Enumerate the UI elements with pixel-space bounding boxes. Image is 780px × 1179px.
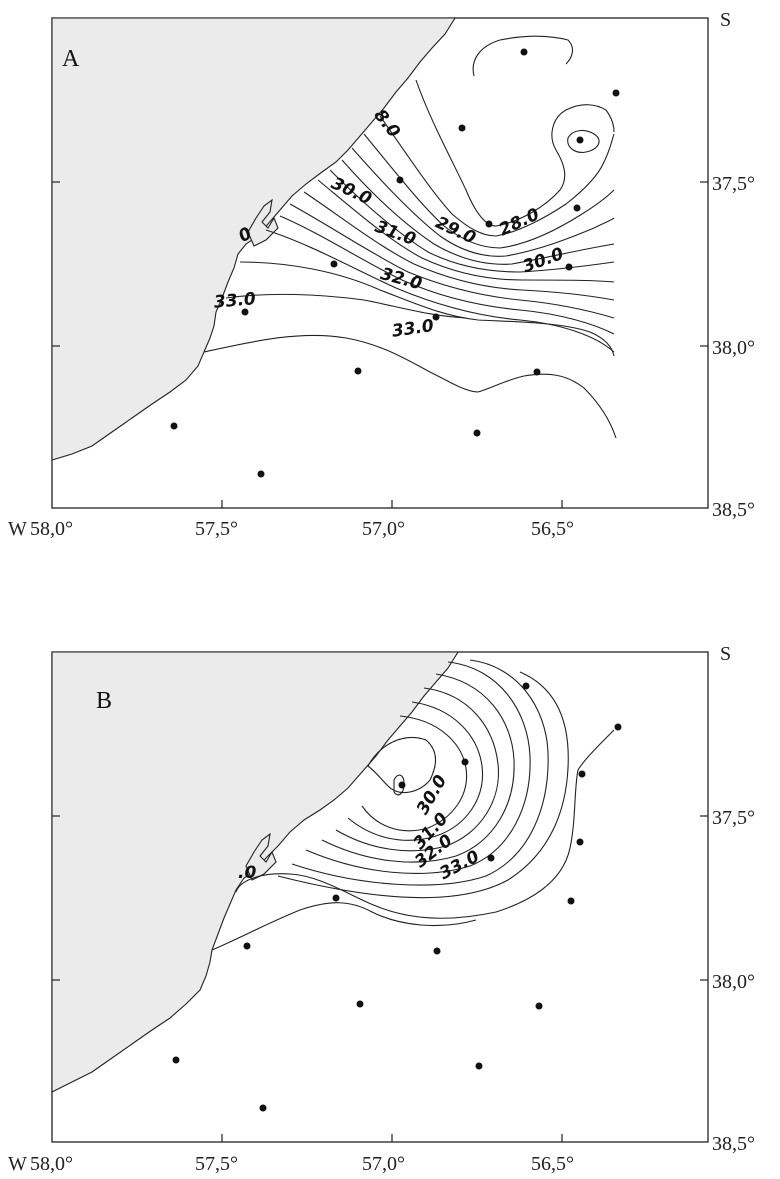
station-dot	[462, 759, 469, 766]
station-dot	[242, 309, 249, 316]
station-dot	[260, 1105, 267, 1112]
west-prefix: W	[8, 1153, 27, 1175]
station-dot	[568, 898, 575, 905]
station-dot	[357, 1001, 364, 1008]
panel-letter: B	[96, 688, 112, 714]
station-dot	[355, 368, 362, 375]
lat-label: 38,5°	[712, 1133, 755, 1155]
station-dot	[574, 205, 581, 212]
lat-label: 37,5°	[712, 807, 755, 829]
lon-label: 58,0°	[30, 1153, 73, 1175]
panel-b: 30.0 31.0 32.0 33.0 .0 B	[8, 643, 755, 1175]
isohaline-label: 33.0	[213, 289, 257, 313]
station-dot	[474, 430, 481, 437]
south-label: S	[720, 643, 731, 665]
lat-label: 37,5°	[712, 173, 755, 195]
station-dot	[521, 49, 528, 56]
panel-letter: A	[62, 46, 80, 72]
station-dot	[488, 855, 495, 862]
isohaline-label: .0	[238, 863, 256, 883]
lon-label: 58,0°	[30, 518, 73, 540]
lon-label: 57,0°	[362, 1153, 405, 1175]
lon-label: 56,5°	[531, 1153, 574, 1175]
west-prefix: W	[8, 518, 27, 540]
lon-label: 56,5°	[531, 518, 574, 540]
lat-label: 38,0°	[712, 971, 755, 993]
station-dot	[566, 264, 573, 271]
station-dot	[579, 771, 586, 778]
lat-label: 38,5°	[712, 499, 755, 521]
panel-a: 8.0 30.0 29.0 28.0 31.0 30.0 32.0 33.0 3…	[8, 9, 755, 540]
station-dot	[486, 221, 493, 228]
station-dot	[476, 1063, 483, 1070]
station-dot	[244, 943, 251, 950]
station-dot	[399, 782, 406, 789]
station-dot	[613, 90, 620, 97]
station-dot	[536, 1003, 543, 1010]
station-dot	[615, 724, 622, 731]
station-dot	[258, 471, 265, 478]
station-dot	[523, 683, 530, 690]
station-dot	[459, 125, 466, 132]
lon-label: 57,0°	[362, 518, 405, 540]
station-dot	[397, 177, 404, 184]
station-dot	[534, 369, 541, 376]
station-dot	[333, 895, 340, 902]
station-dot	[434, 948, 441, 955]
lat-label: 38,0°	[712, 337, 755, 359]
south-label: S	[720, 9, 731, 31]
station-dot	[331, 261, 338, 268]
station-dot	[433, 314, 440, 321]
lon-label: 57,5°	[195, 518, 238, 540]
station-dot	[577, 137, 584, 144]
lon-label: 57,5°	[195, 1153, 238, 1175]
station-dot	[171, 423, 178, 430]
station-dot	[173, 1057, 180, 1064]
station-dot	[577, 839, 584, 846]
